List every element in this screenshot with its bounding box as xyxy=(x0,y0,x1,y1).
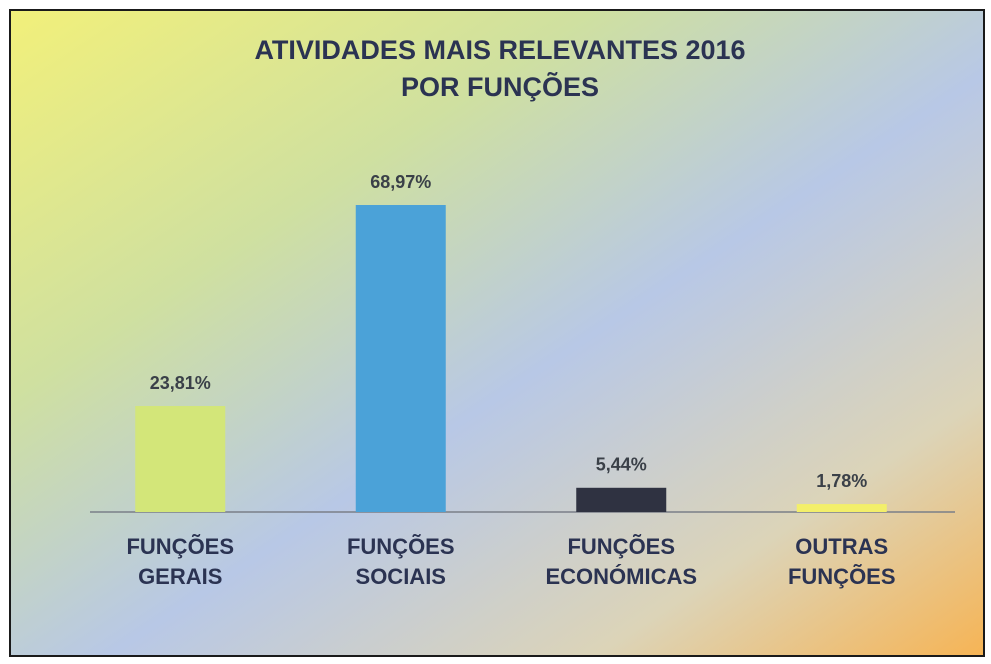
chart-title: ATIVIDADES MAIS RELEVANTES 2016 xyxy=(254,35,745,65)
x-tick-label: FUNÇÕES xyxy=(126,534,234,559)
x-tick-label: FUNÇÕES xyxy=(347,534,455,559)
x-tick-label: ECONÓMICAS xyxy=(545,564,697,589)
bar xyxy=(135,406,226,512)
value-label: 5,44% xyxy=(596,455,647,475)
x-tick-label: FUNÇÕES xyxy=(567,534,675,559)
value-label: 68,97% xyxy=(370,172,431,192)
bar xyxy=(796,504,887,512)
value-label: 1,78% xyxy=(816,471,867,491)
x-tick-label: OUTRAS xyxy=(795,534,888,559)
bar xyxy=(576,487,667,512)
chart-frame xyxy=(9,9,985,657)
x-tick-label: GERAIS xyxy=(138,564,222,589)
x-tick-label: FUNÇÕES xyxy=(788,564,896,589)
chart-title: POR FUNÇÕES xyxy=(401,71,599,102)
value-label: 23,81% xyxy=(150,373,211,393)
bar xyxy=(355,205,446,512)
x-tick-label: SOCIAIS xyxy=(356,564,446,589)
